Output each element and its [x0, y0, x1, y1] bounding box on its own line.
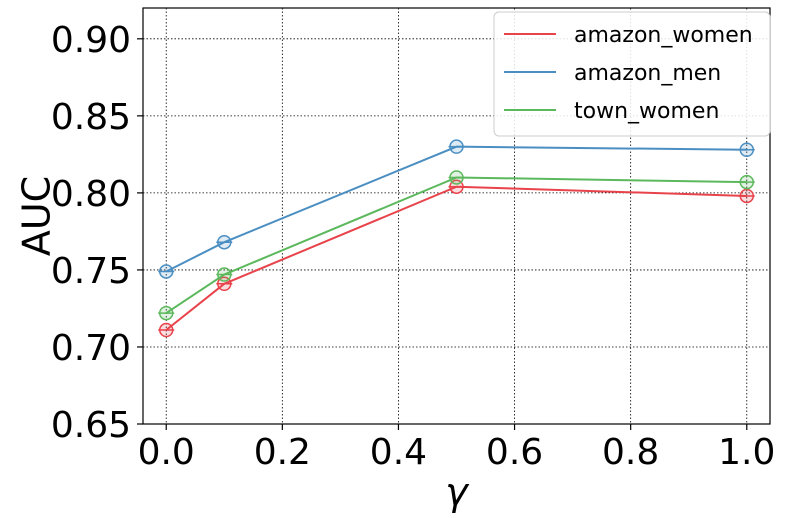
y-tick-label: 0.65 — [51, 405, 131, 446]
data-point — [217, 234, 232, 250]
axis-ticks: 0.0 0.2 0.4 0.6 0.8 1.0 0.65 0.70 0.75 0.80 0.85 0.… — [51, 20, 776, 473]
legend-label: amazon_women — [574, 23, 753, 48]
y-tick-label: 0.85 — [51, 97, 131, 138]
y-tick-label: 0.80 — [51, 174, 131, 215]
data-point — [739, 174, 755, 190]
legend-item-amazon_men: amazon_men — [504, 61, 721, 86]
data-point — [449, 139, 464, 154]
series-line — [165, 176, 747, 314]
x-tick-label: 1.0 — [718, 432, 775, 473]
legend-label: town_women — [574, 99, 719, 124]
data-point — [158, 322, 174, 338]
x-tick-label: 0.4 — [370, 432, 427, 473]
x-axis-label: γ — [445, 470, 470, 514]
y-axis-label: AUC — [14, 176, 58, 256]
data-point — [739, 142, 755, 157]
legend-item-amazon_women: amazon_women — [504, 23, 753, 48]
series-amazon_women — [158, 179, 755, 338]
legend: amazon_women amazon_men town_women — [493, 11, 771, 137]
data-point — [158, 305, 174, 321]
data-point — [217, 267, 232, 282]
series-layer — [158, 139, 755, 338]
data-point — [158, 264, 174, 279]
x-tick-label: 0.8 — [602, 432, 659, 473]
legend-box — [493, 11, 771, 137]
x-tick-label: 0.2 — [254, 432, 311, 473]
data-point — [739, 188, 755, 204]
y-tick-label: 0.70 — [51, 328, 131, 369]
series-line — [165, 185, 747, 331]
legend-item-town_women: town_women — [504, 99, 719, 124]
data-point — [449, 170, 464, 185]
legend-label: amazon_men — [574, 61, 721, 86]
series-town_women — [158, 170, 755, 321]
plot-area-frame — [142, 7, 771, 425]
x-tick-label: 0.6 — [486, 432, 543, 473]
x-tick-label: 0.0 — [138, 432, 195, 473]
y-tick-label: 0.90 — [51, 20, 131, 61]
series-amazon_men — [158, 139, 755, 279]
y-tick-label: 0.75 — [51, 251, 131, 292]
series-line — [165, 145, 747, 273]
